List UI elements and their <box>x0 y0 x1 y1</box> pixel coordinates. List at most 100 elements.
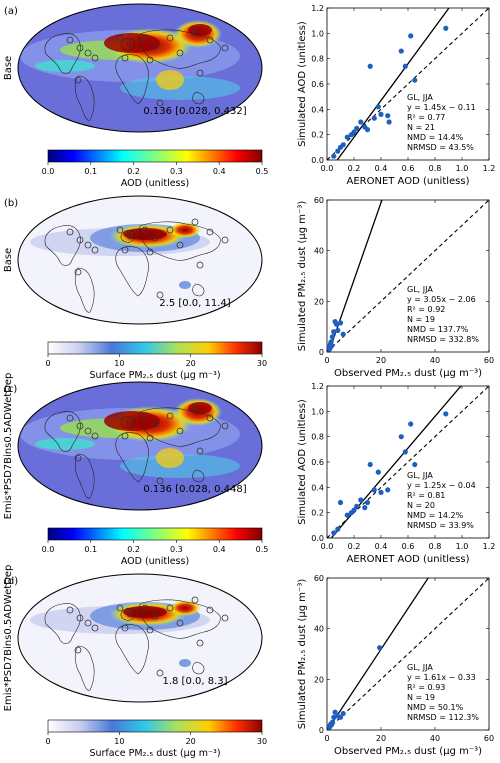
y-tick-label: 20 <box>314 297 324 306</box>
x-tick-label: 0.8 <box>429 164 442 173</box>
data-point <box>338 500 343 505</box>
data-point <box>358 119 363 124</box>
data-point <box>378 112 383 117</box>
colorbar-tick-label: 0.1 <box>84 545 97 554</box>
stats-line: R² = 0.93 <box>407 683 445 692</box>
colorbar-tick-label: 0.4 <box>213 545 226 554</box>
data-point <box>362 505 367 510</box>
x-tick-label: 0.8 <box>429 542 442 551</box>
data-point <box>385 487 390 492</box>
stats-line: NMD = 50.1% <box>407 703 464 712</box>
y-tick-label: 20 <box>314 675 324 684</box>
x-tick-label: 1.2 <box>483 164 496 173</box>
y-tick-label: 0.2 <box>311 131 324 140</box>
stats-line: N = 21 <box>407 123 435 132</box>
colorbar-tick-label: 20 <box>186 737 196 746</box>
data-point <box>412 462 417 467</box>
x-tick-label: 1.2 <box>483 542 496 551</box>
x-tick-label: 40 <box>430 734 440 743</box>
data-point <box>331 530 336 535</box>
data-point <box>385 113 390 118</box>
stats-line: GL, JJA <box>407 93 433 102</box>
x-tick-label: 0.6 <box>402 164 415 173</box>
data-point <box>365 127 370 132</box>
x-tick-label: 0.2 <box>348 542 361 551</box>
row-label: Emis*PSD7Bins0.5ADWetDep <box>3 373 14 520</box>
colorbar-label: AOD (unitless) <box>121 556 189 567</box>
row-label: Emis*PSD7Bins0.5ADWetDep <box>3 565 14 712</box>
data-point <box>403 64 408 69</box>
colorbar-label: Surface PM₂.₅ dust (μg m⁻³) <box>89 748 220 759</box>
x-tick-label: 20 <box>376 356 386 365</box>
colorbar <box>48 342 262 354</box>
colorbar-tick-label: 30 <box>257 359 267 368</box>
data-point <box>354 126 359 131</box>
stats-line: GL, JJA <box>407 663 433 672</box>
x-tick-label: 1.0 <box>456 542 469 551</box>
data-point <box>376 104 381 109</box>
y-tick-label: 1.0 <box>311 407 324 416</box>
data-point <box>377 645 382 650</box>
y-axis-label: Simulated PM₂.₅ dust (μg m⁻³) <box>297 579 308 730</box>
data-point <box>335 328 340 333</box>
stats-line: NMD = 14.2% <box>407 511 464 520</box>
colorbar-label: Surface PM₂.₅ dust (μg m⁻³) <box>89 370 220 381</box>
y-tick-label: 1.2 <box>311 4 324 13</box>
stats-line: NRMSD = 112.3% <box>407 713 479 722</box>
y-axis-label: Simulated AOD (unitless) <box>297 399 308 525</box>
data-point <box>372 487 377 492</box>
colorbar-tick-label: 10 <box>114 737 124 746</box>
scatter-panel: 0.0 0.2 0.4 0.6 0.8 1.0 1.2 0.0 0.2 0.4 0.6 0.8 1.0 1… <box>297 0 495 187</box>
stats-line: R² = 0.77 <box>407 113 445 122</box>
colorbar <box>48 720 262 732</box>
panel-letter: (b) <box>4 198 18 209</box>
map-annotation: 0.136 [0.028, 0.448] <box>143 484 246 495</box>
stats-line: GL, JJA <box>407 285 433 294</box>
x-tick-label: 0.0 <box>321 542 334 551</box>
colorbar-tick-label: 0.0 <box>42 167 55 176</box>
y-tick-label: 0.6 <box>311 458 324 467</box>
stats-line: y = 1.61x − 0.33 <box>407 673 476 682</box>
x-tick-label: 60 <box>484 356 494 365</box>
stats-line: R² = 0.92 <box>407 305 445 314</box>
colorbar-tick-label: 0.4 <box>213 167 226 176</box>
y-tick-label: 1.2 <box>311 382 324 391</box>
data-point <box>403 449 408 454</box>
y-tick-label: 0.8 <box>311 433 324 442</box>
stats-line: N = 19 <box>407 693 435 702</box>
stats-line: NRMSD = 33.9% <box>407 521 474 530</box>
stats-line: NMD = 14.4% <box>407 133 464 142</box>
colorbar-tick-label: 0 <box>45 737 50 746</box>
colorbar <box>48 528 262 540</box>
data-point <box>387 119 392 124</box>
colorbar <box>48 150 262 162</box>
data-point <box>365 500 370 505</box>
data-point <box>327 346 332 351</box>
data-point <box>358 497 363 502</box>
x-axis-label: AERONET AOD (unitless) <box>346 554 469 565</box>
data-point <box>443 411 448 416</box>
y-tick-label: 60 <box>314 196 324 205</box>
x-tick-label: 0 <box>324 356 329 365</box>
x-axis-label: AERONET AOD (unitless) <box>346 176 469 187</box>
data-point <box>331 154 336 159</box>
y-tick-label: 0.8 <box>311 55 324 64</box>
data-point <box>399 434 404 439</box>
colorbar-tick-label: 10 <box>114 359 124 368</box>
colorbar-tick-label: 0.0 <box>42 545 55 554</box>
data-point <box>408 421 413 426</box>
data-point <box>327 724 332 729</box>
data-point <box>338 320 343 325</box>
data-point <box>368 462 373 467</box>
colorbar-tick-label: 0 <box>45 359 50 368</box>
stats-line: R² = 0.81 <box>407 491 445 500</box>
x-tick-label: 0.4 <box>375 542 388 551</box>
data-point <box>335 527 340 532</box>
colorbar-tick-label: 30 <box>257 737 267 746</box>
y-tick-label: 1.0 <box>311 29 324 38</box>
x-tick-label: 40 <box>430 356 440 365</box>
stats-line: NRMSD = 43.5% <box>407 143 474 152</box>
x-tick-label: 20 <box>376 734 386 743</box>
colorbar-tick-label: 0.5 <box>256 167 269 176</box>
colorbar-tick-label: 0.3 <box>170 545 183 554</box>
